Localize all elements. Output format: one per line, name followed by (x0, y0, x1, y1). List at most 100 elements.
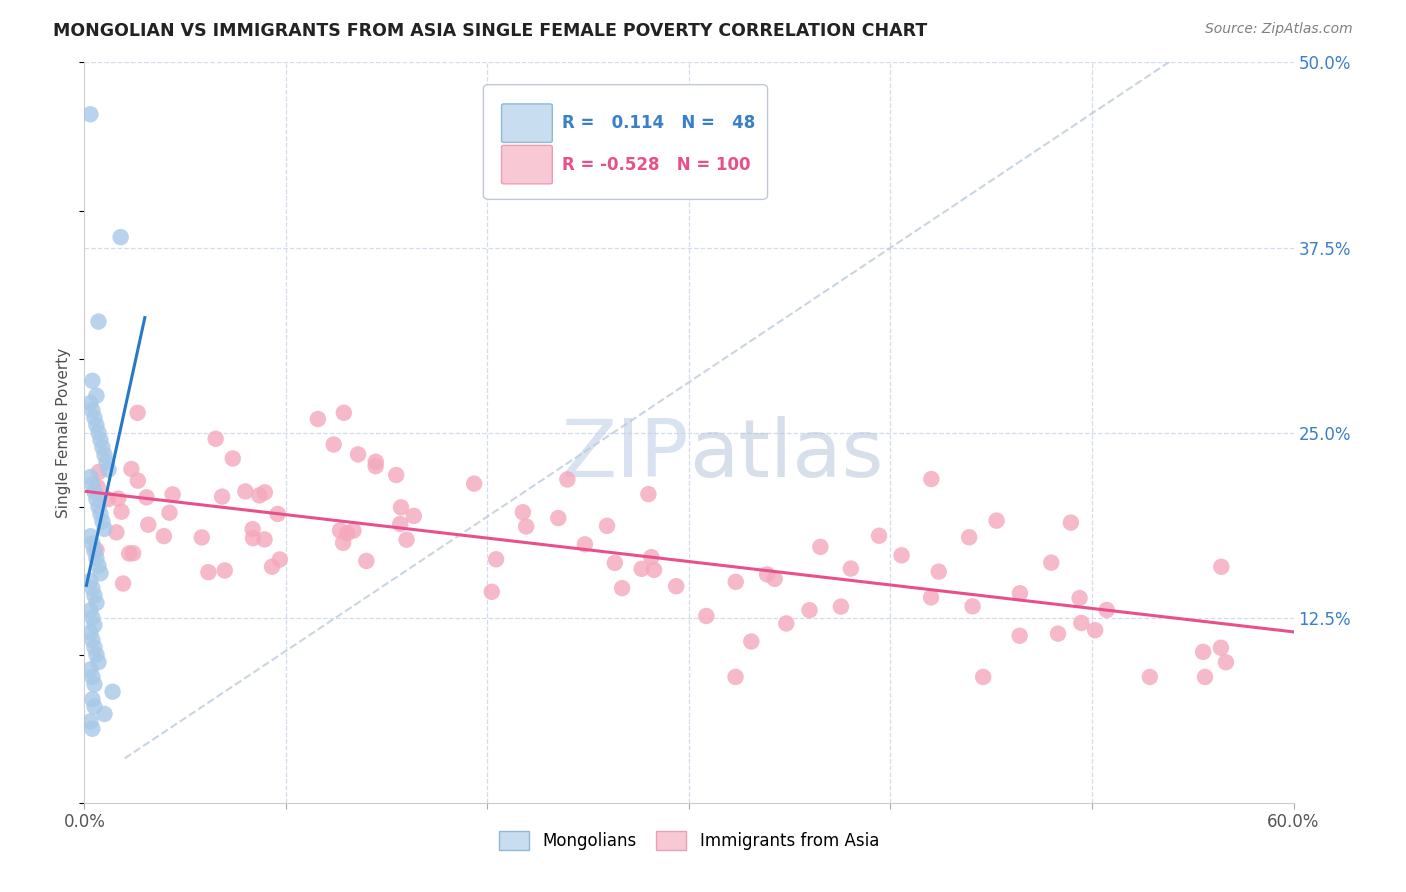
Point (1084, 623, 1107, 637)
Point (247, 488, 270, 502)
Point (485, 552, 508, 566)
Point (242, 522, 264, 536)
Point (962, 599, 984, 614)
Point (79, 603, 101, 617)
Point (1215, 655, 1237, 669)
Point (86, 596, 108, 610)
Point (82, 692, 104, 706)
Point (972, 670, 994, 684)
Point (93, 448, 115, 462)
Point (82, 374, 104, 388)
Point (83, 544, 105, 558)
Point (86, 543, 108, 558)
Point (97, 492, 120, 507)
Point (86, 648, 108, 662)
Point (920, 591, 942, 605)
Point (86, 551, 108, 566)
Point (307, 412, 329, 426)
Text: Source: ZipAtlas.com: Source: ZipAtlas.com (1205, 22, 1353, 37)
Point (110, 505, 132, 519)
Point (136, 517, 159, 532)
Text: R = -0.528   N = 100: R = -0.528 N = 100 (562, 155, 751, 174)
Point (1095, 603, 1118, 617)
Point (87, 500, 110, 514)
Point (211, 490, 233, 504)
Point (928, 565, 950, 579)
Point (97, 462, 120, 476)
Point (86, 480, 108, 494)
Point (920, 472, 942, 486)
Point (79, 574, 101, 588)
Point (630, 562, 652, 576)
Point (1040, 556, 1063, 570)
Point (86, 418, 108, 433)
Point (82, 610, 104, 624)
Point (890, 549, 912, 563)
Point (162, 487, 184, 501)
Point (82, 581, 104, 595)
Point (481, 584, 503, 599)
Point (986, 514, 1008, 528)
Point (643, 563, 665, 577)
Point (82, 670, 104, 684)
Point (839, 561, 862, 575)
Point (87, 558, 110, 573)
Point (1046, 626, 1069, 640)
Point (724, 670, 747, 684)
Point (574, 537, 596, 551)
Point (329, 524, 352, 538)
Point (83, 640, 105, 655)
Point (389, 516, 412, 531)
FancyBboxPatch shape (502, 145, 553, 184)
Point (347, 447, 370, 461)
Point (89, 566, 111, 581)
Point (1008, 629, 1031, 643)
Point (86, 388, 108, 402)
Point (364, 459, 387, 474)
FancyBboxPatch shape (484, 85, 768, 200)
Point (93, 522, 115, 536)
Point (322, 437, 344, 451)
Point (82, 632, 104, 647)
Point (402, 508, 425, 523)
Point (740, 634, 762, 648)
Point (269, 552, 291, 566)
Point (463, 476, 485, 491)
Point (235, 484, 257, 499)
Point (610, 581, 633, 595)
Text: MONGOLIAN VS IMMIGRANTS FROM ASIA SINGLE FEMALE POVERTY CORRELATION CHART: MONGOLIAN VS IMMIGRANTS FROM ASIA SINGLE… (53, 22, 928, 40)
Point (1139, 670, 1161, 684)
Point (83, 618, 105, 632)
Point (122, 546, 145, 560)
Point (336, 526, 359, 541)
Point (385, 468, 408, 483)
Point (82, 403, 104, 417)
Point (120, 462, 142, 476)
Point (957, 530, 980, 544)
Point (110, 230, 132, 244)
Point (79, 107, 101, 121)
Point (389, 500, 412, 515)
Point (515, 519, 537, 533)
Point (86, 492, 108, 507)
Point (364, 455, 387, 469)
Point (79, 714, 101, 729)
Point (107, 491, 129, 506)
Point (91, 441, 114, 455)
Point (93, 706, 115, 721)
Point (242, 531, 264, 545)
Point (547, 511, 569, 525)
Point (105, 525, 128, 540)
Point (214, 564, 236, 578)
Point (808, 540, 831, 554)
Point (83, 589, 105, 603)
Point (253, 533, 276, 547)
Point (1060, 516, 1083, 530)
Point (1209, 640, 1232, 655)
Point (333, 406, 356, 420)
Point (96, 455, 118, 469)
Point (1069, 591, 1091, 605)
Point (1192, 645, 1215, 659)
Point (266, 507, 288, 521)
Point (603, 556, 626, 570)
